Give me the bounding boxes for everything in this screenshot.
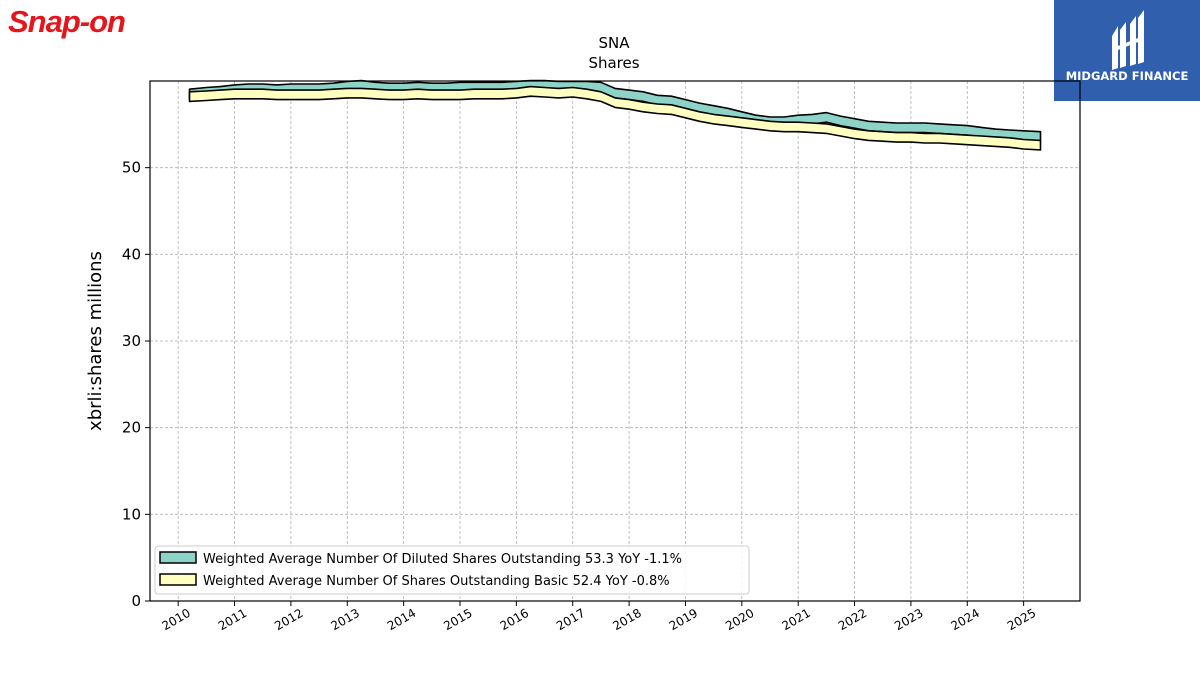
x-tick-label: 2015 <box>441 606 474 633</box>
x-tick-label: 2023 <box>892 606 925 633</box>
y-tick-label: 10 <box>122 505 141 523</box>
series-areas <box>188 79 1042 151</box>
snap-on-logo: Snap-on <box>8 4 126 39</box>
legend: Weighted Average Number Of Diluted Share… <box>154 545 750 595</box>
series-area-1 <box>188 85 1042 151</box>
x-tick-label: 2022 <box>836 606 869 633</box>
legend-label-diluted: Weighted Average Number Of Diluted Share… <box>203 552 682 567</box>
x-axis: 2010 2011 2012 2013 2014 2015 2016 2017 2018 2019… <box>159 601 1038 633</box>
y-tick-label: 40 <box>122 245 141 263</box>
midgard-finance-badge: MIDGARD FINANCE <box>1054 0 1200 101</box>
x-tick-label: 2020 <box>723 606 756 633</box>
legend-label-basic: Weighted Average Number Of Shares Outsta… <box>203 574 670 589</box>
x-tick-label: 2019 <box>667 606 700 633</box>
x-tick-label: 2017 <box>554 606 587 633</box>
x-tick-label: 2011 <box>216 606 249 633</box>
badge-label: MIDGARD FINANCE <box>1065 69 1189 83</box>
y-tick-label: 20 <box>122 419 141 437</box>
midgard-logo-icon <box>1112 10 1144 70</box>
y-tick-label: 50 <box>122 159 141 177</box>
x-tick-label: 2013 <box>329 606 362 633</box>
x-tick-label: 2018 <box>610 606 643 633</box>
legend-swatch-diluted <box>159 551 197 564</box>
x-tick-label: 2010 <box>159 606 192 633</box>
legend-box <box>154 545 750 595</box>
x-tick-label: 2014 <box>385 606 418 633</box>
x-tick-label: 2024 <box>949 606 982 633</box>
chart-subtitle: Shares <box>588 54 639 72</box>
y-tick-label: 0 <box>131 592 141 610</box>
y-axis: 0 10 20 30 40 50 <box>122 159 150 610</box>
y-tick-label: 30 <box>122 332 141 350</box>
x-tick-label: 2025 <box>1005 606 1038 633</box>
x-tick-label: 2021 <box>779 606 812 633</box>
chart-title: SNA <box>598 34 630 52</box>
x-tick-label: 2016 <box>498 606 531 633</box>
y-axis-label: xbrli:shares millions <box>85 251 106 431</box>
grid <box>150 81 1080 601</box>
legend-swatch-basic <box>159 573 197 586</box>
x-tick-label: 2012 <box>272 606 305 633</box>
